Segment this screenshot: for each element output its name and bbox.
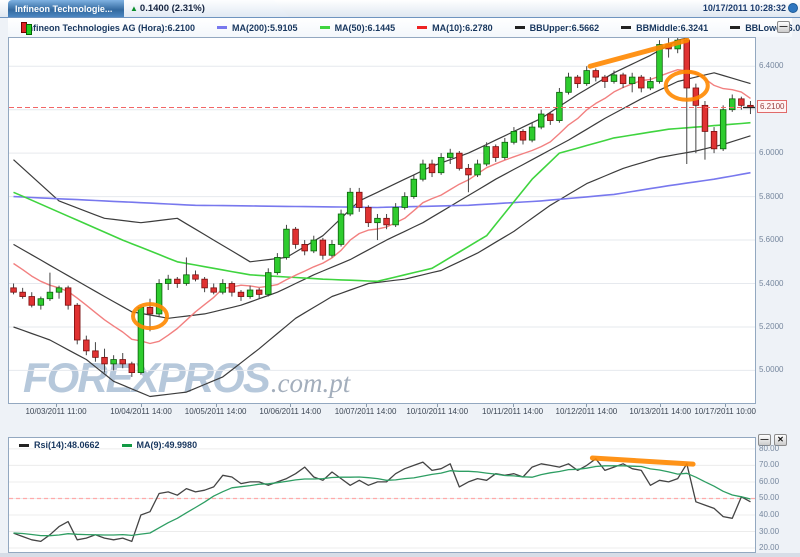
main-chart-plot[interactable] bbox=[9, 38, 755, 403]
axis-tick bbox=[437, 404, 439, 407]
rsi-swatch bbox=[19, 443, 29, 447]
axis-tick bbox=[586, 404, 588, 407]
tab-bar-divider bbox=[0, 17, 800, 18]
price-axis-label: 5.0000 bbox=[759, 365, 784, 375]
current-price-label: 6.2100 bbox=[757, 99, 788, 113]
axis-tick bbox=[215, 404, 217, 407]
time-axis-label: 10/13/2011 14:00 bbox=[629, 407, 692, 416]
instrument-tab[interactable]: Infineon Technologie... ▲ 0.1400 (2.31%) bbox=[8, 0, 290, 18]
rsi-chart-plot[interactable] bbox=[9, 438, 755, 552]
rsi-axis-label: 50.00 bbox=[759, 493, 780, 503]
main-chart-legend: Infineon Technologies AG (Hora):6.2100 M… bbox=[8, 18, 800, 37]
time-axis-label: 10/07/2011 14:00 bbox=[334, 407, 397, 416]
clock-timestamp: 10/17/2011 10:28:32 bbox=[702, 3, 786, 13]
rsi-axis-label: 70.00 bbox=[759, 460, 780, 470]
rsi-axis-label: 30.00 bbox=[759, 526, 780, 536]
minimize-rsi-button[interactable]: — bbox=[758, 434, 771, 446]
axis-tick bbox=[512, 404, 514, 407]
price-axis-label: 5.6000 bbox=[759, 235, 784, 245]
time-axis-label: 10/05/2011 14:00 bbox=[184, 407, 247, 416]
ma200-swatch bbox=[217, 26, 228, 29]
time-axis-label: 10/10/2011 14:00 bbox=[406, 407, 469, 416]
axis-tick bbox=[725, 404, 727, 407]
window-bottom-edge bbox=[0, 553, 800, 557]
main-chart-panel: FOREXPROS .com.pt bbox=[8, 37, 756, 404]
time-axis-label: 10/11/2011 14:00 bbox=[482, 407, 544, 416]
legend-instrument: Infineon Technologies AG (Hora):6.2100 bbox=[25, 22, 196, 33]
close-rsi-button[interactable]: ✕ bbox=[774, 434, 787, 446]
time-axis-label: 10/17/2011 10:00 bbox=[694, 407, 756, 416]
axis-tick bbox=[660, 404, 662, 407]
axis-tick bbox=[55, 404, 57, 407]
globe-icon bbox=[788, 3, 798, 13]
axis-tick bbox=[141, 404, 143, 407]
tab-title[interactable]: Infineon Technologie... bbox=[8, 0, 124, 18]
legend-ma200: MA(200):5.9105 bbox=[217, 23, 298, 33]
legend-rsi: Rsi(14):48.0662 bbox=[19, 440, 100, 450]
rsi-axis-label: 40.00 bbox=[759, 509, 780, 519]
rsi-panel: Rsi(14):48.0662 MA(9):49.9980 bbox=[8, 437, 756, 553]
axis-tick bbox=[290, 404, 292, 407]
time-axis-label: 10/12/2011 14:00 bbox=[555, 407, 618, 416]
top-tab-bar: Infineon Technologie... ▲ 0.1400 (2.31%) … bbox=[0, 0, 800, 18]
time-axis-label: 10/06/2011 14:00 bbox=[259, 407, 322, 416]
rsi-axis-label: 20.00 bbox=[759, 543, 780, 553]
legend-bblower: BBLower:6.0821 bbox=[730, 23, 800, 33]
time-axis-label: 10/03/2011 11:00 bbox=[25, 407, 87, 416]
axis-tick bbox=[365, 404, 367, 407]
legend-bbupper: BBUpper:6.5662 bbox=[514, 23, 599, 33]
price-axis-label: 5.2000 bbox=[759, 321, 784, 331]
rsi-axis-label: 60.00 bbox=[759, 476, 780, 486]
minimize-main-chart-button[interactable]: — bbox=[777, 21, 790, 33]
rsi-legend: Rsi(14):48.0662 MA(9):49.9980 bbox=[19, 440, 219, 450]
main-price-axis: 6.4000 6.2100 6.0000 5.8000 5.6000 5.4000 5.20… bbox=[757, 37, 800, 404]
price-axis-label: 6.4000 bbox=[759, 61, 784, 71]
price-axis-label: 5.4000 bbox=[759, 278, 784, 288]
legend-ma50: MA(50):6.1445 bbox=[319, 23, 395, 33]
ma10-swatch bbox=[417, 26, 428, 29]
legend-bbmiddle: BBMiddle:6.3241 bbox=[621, 23, 708, 33]
legend-ma10: MA(10):6.2780 bbox=[417, 23, 493, 33]
ma50-swatch bbox=[319, 26, 330, 29]
time-axis: 10/03/2011 11:00 10/04/2011 14:00 10/05/20… bbox=[0, 404, 800, 420]
price-change: ▲ 0.1400 (2.31%) bbox=[130, 0, 205, 18]
bblower-swatch bbox=[730, 26, 741, 29]
rsi-value-axis: 80.00 70.00 60.00 50.00 40.00 30.00 20.00 bbox=[759, 437, 800, 553]
price-axis-label: 6.0000 bbox=[759, 148, 784, 158]
rsi-axis-label: 80.00 bbox=[759, 443, 780, 453]
change-value: 0.1400 (2.31%) bbox=[139, 3, 205, 14]
bbupper-swatch bbox=[514, 26, 525, 29]
rsi-ma9-swatch bbox=[121, 443, 132, 447]
legend-rsi-ma9: MA(9):49.9980 bbox=[121, 440, 197, 450]
bbmiddle-swatch bbox=[621, 26, 632, 29]
time-axis-label: 10/04/2011 14:00 bbox=[110, 407, 172, 416]
up-arrow-icon: ▲ bbox=[130, 4, 138, 13]
price-axis-label: 5.8000 bbox=[759, 191, 784, 201]
